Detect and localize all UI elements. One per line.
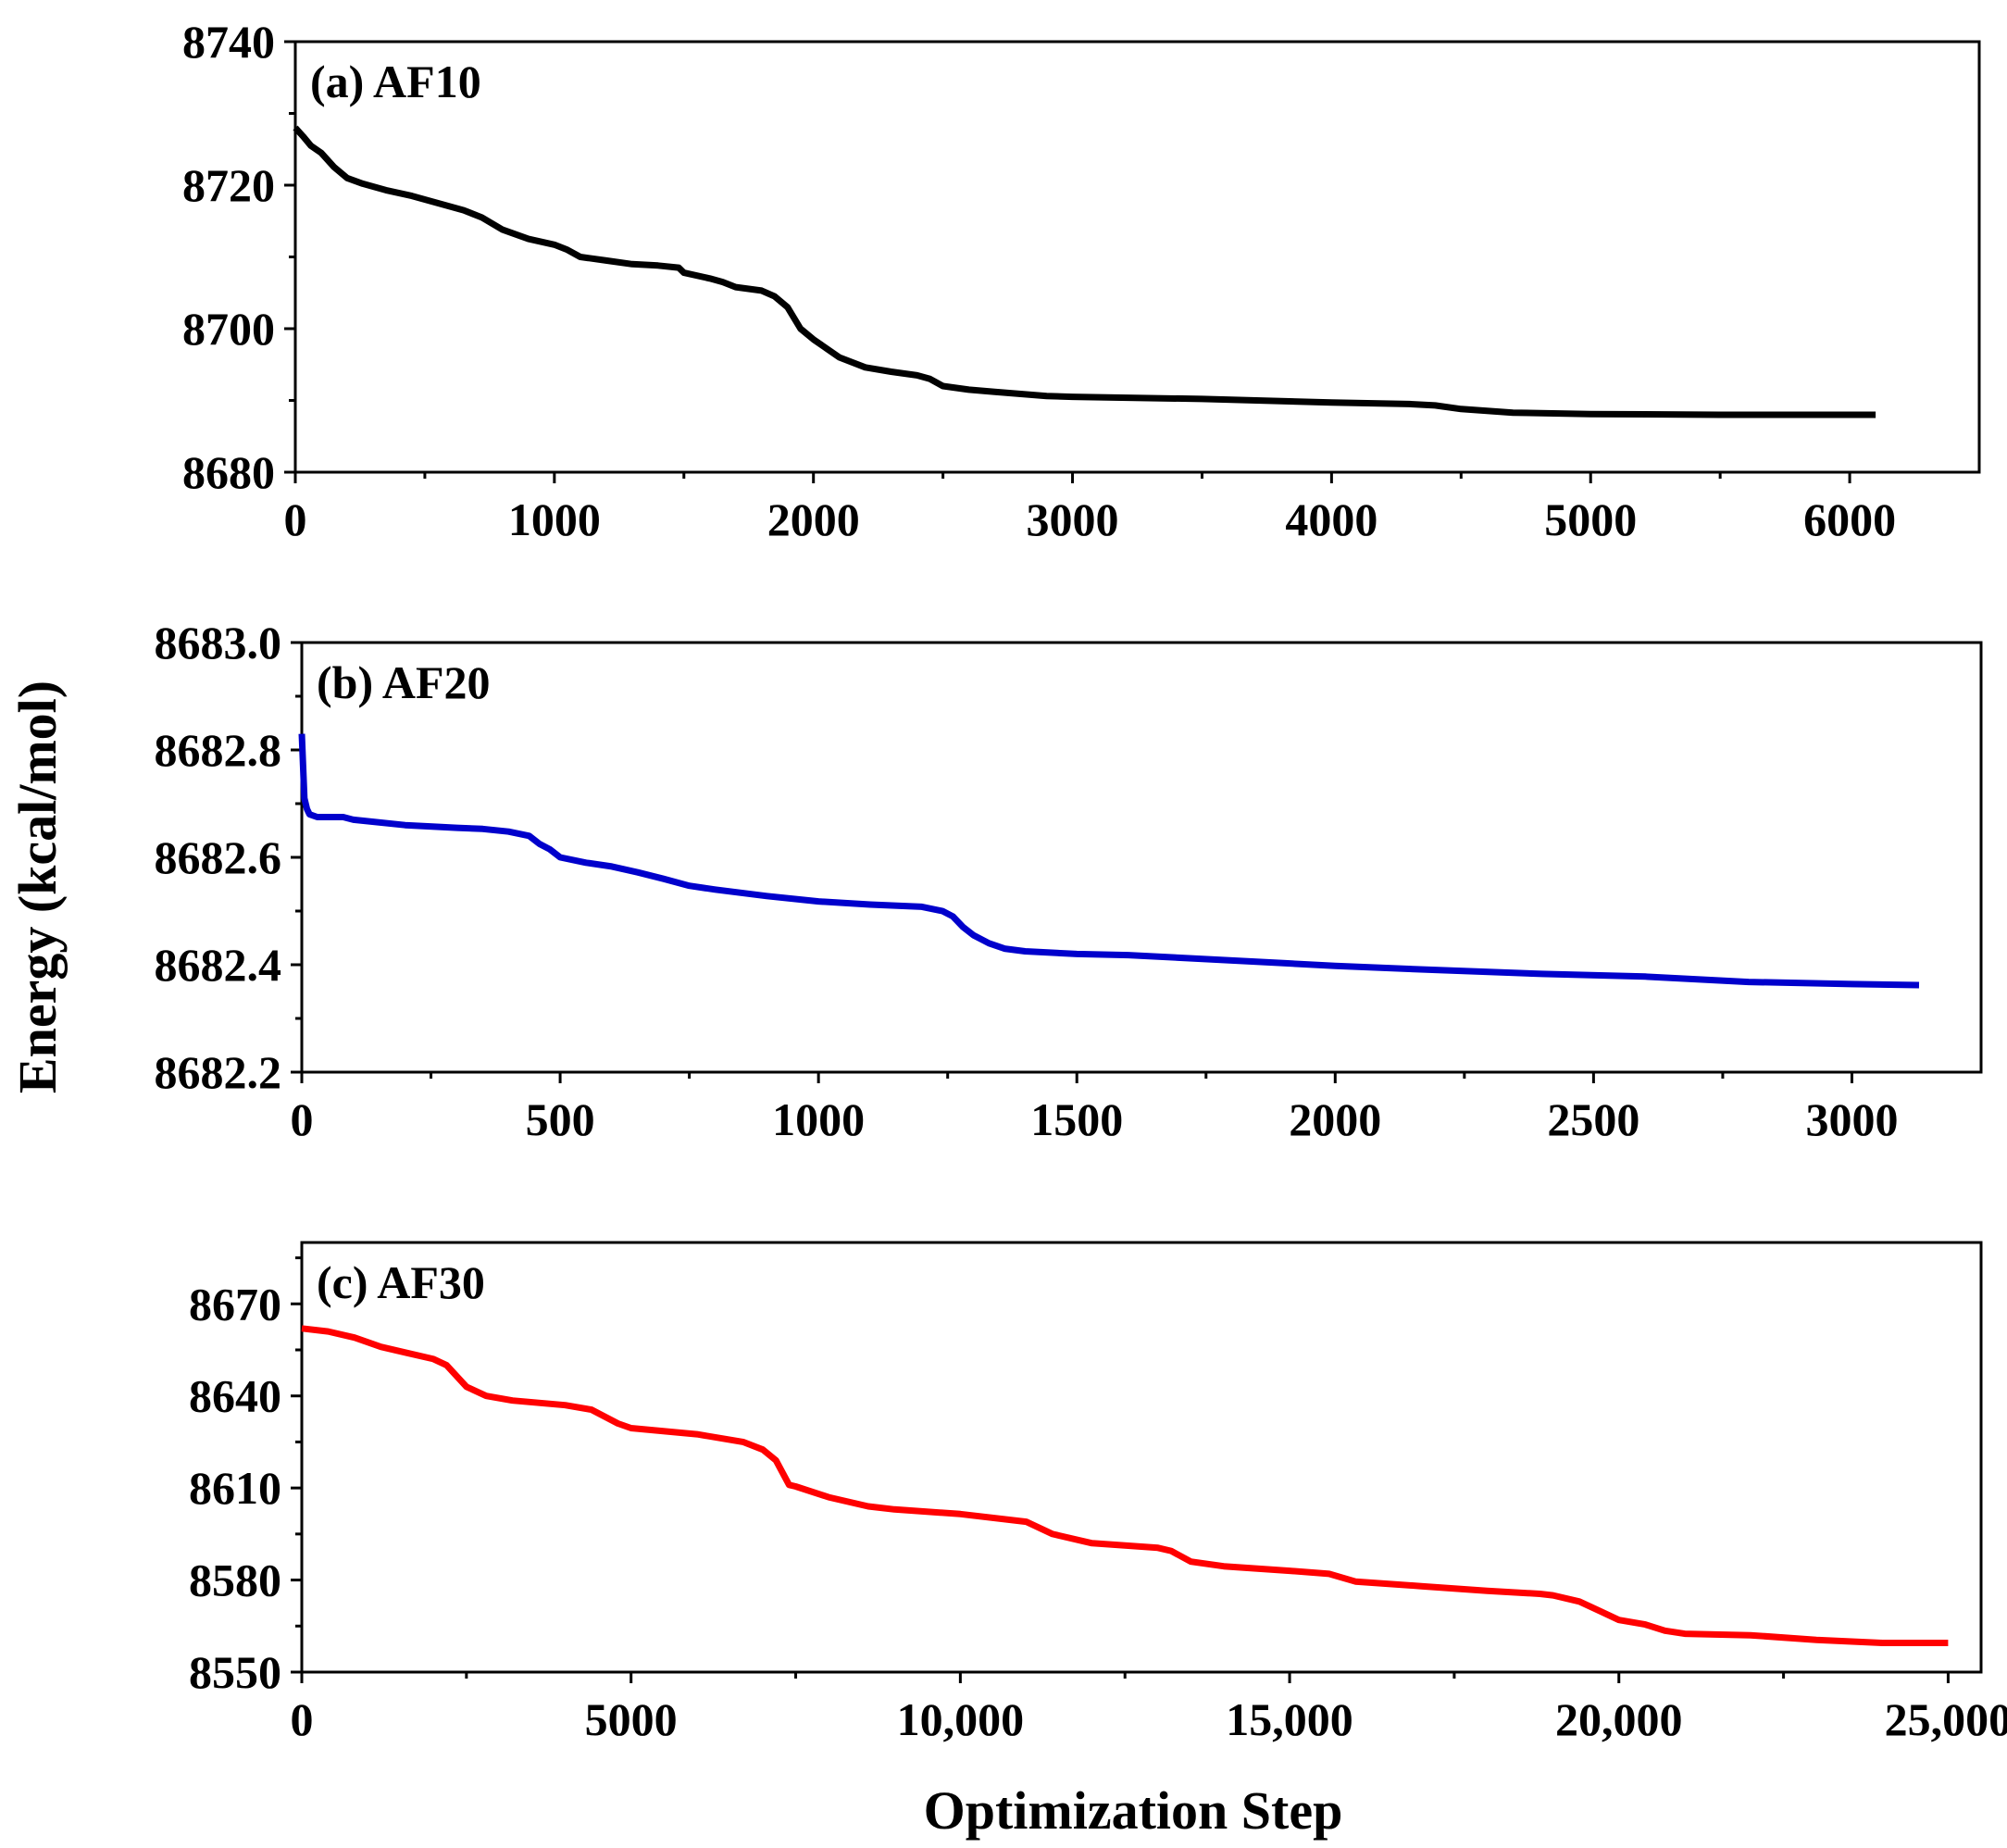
x-tick-label: 2500 [1547, 1093, 1639, 1145]
y-tick-label: 8720 [182, 159, 275, 211]
x-tick-label: 1500 [1030, 1093, 1123, 1145]
x-tick-label: 15,000 [1226, 1693, 1353, 1745]
y-tick-label: 8610 [189, 1462, 281, 1514]
plot-frame [300, 1241, 1983, 1674]
y-tick-label: 8580 [189, 1555, 281, 1606]
x-tick-label: 5000 [1544, 493, 1637, 545]
x-tick-label: 3000 [1027, 493, 1119, 545]
x-tick-label: 500 [526, 1093, 595, 1145]
x-tick-label: 25,000 [1885, 1693, 2007, 1745]
panel-title: (a) AF10 [310, 56, 481, 107]
y-axis-title: Energy (kcal/mol) [7, 681, 68, 1093]
panel-b: 0 500 1000 1500 2000 2500 3000 8682.2 8682.4 8682… [155, 617, 1983, 1145]
y-tick-label: 8682.8 [155, 724, 282, 776]
x-tick-label: 5000 [585, 1693, 678, 1745]
panel-c: 0 5000 10,000 15,000 20,000 25,000 8550 8580 861… [189, 1241, 2007, 1745]
plot-frame [293, 40, 1981, 474]
x-tick-label: 0 [291, 1093, 314, 1145]
series-line-af30 [301, 1325, 1949, 1646]
x-tick-label: 20,000 [1555, 1693, 1683, 1745]
x-tick-label: 10,000 [897, 1693, 1025, 1745]
y-tick-label: 8640 [189, 1370, 281, 1422]
y-tick-label: 8682.4 [155, 939, 282, 991]
x-tick-label: 6000 [1803, 493, 1896, 545]
y-tick-label: 8700 [182, 303, 275, 355]
y-tick-label: 8682.2 [155, 1046, 282, 1098]
x-axis-title: Optimization Step [924, 1780, 1343, 1841]
y-tick-label: 8682.6 [155, 831, 282, 883]
series-line-af20 [298, 733, 1920, 989]
series-line-af10 [293, 125, 1876, 418]
x-tick-label: 4000 [1285, 493, 1377, 545]
x-tick-label: 0 [284, 493, 307, 545]
x-tick-label: 1000 [772, 1093, 865, 1145]
x-tick-label: 1000 [508, 493, 601, 545]
y-tick-label: 8680 [182, 446, 275, 498]
x-tick-label: 2000 [1289, 1093, 1381, 1145]
y-tick-label: 8670 [189, 1278, 281, 1330]
plot-frame [300, 641, 1983, 1074]
panel-a: 0 1000 2000 3000 4000 5000 6000 8680 8700 8720 874… [182, 16, 1981, 545]
x-tick-label: 3000 [1805, 1093, 1898, 1145]
y-tick-label: 8550 [189, 1646, 281, 1698]
panel-title: (b) AF20 [317, 656, 491, 708]
y-tick-label: 8740 [182, 16, 275, 68]
y-tick-label: 8683.0 [155, 617, 282, 668]
x-tick-label: 0 [291, 1693, 314, 1745]
x-tick-label: 2000 [767, 493, 860, 545]
panel-title: (c) AF30 [317, 1256, 485, 1308]
